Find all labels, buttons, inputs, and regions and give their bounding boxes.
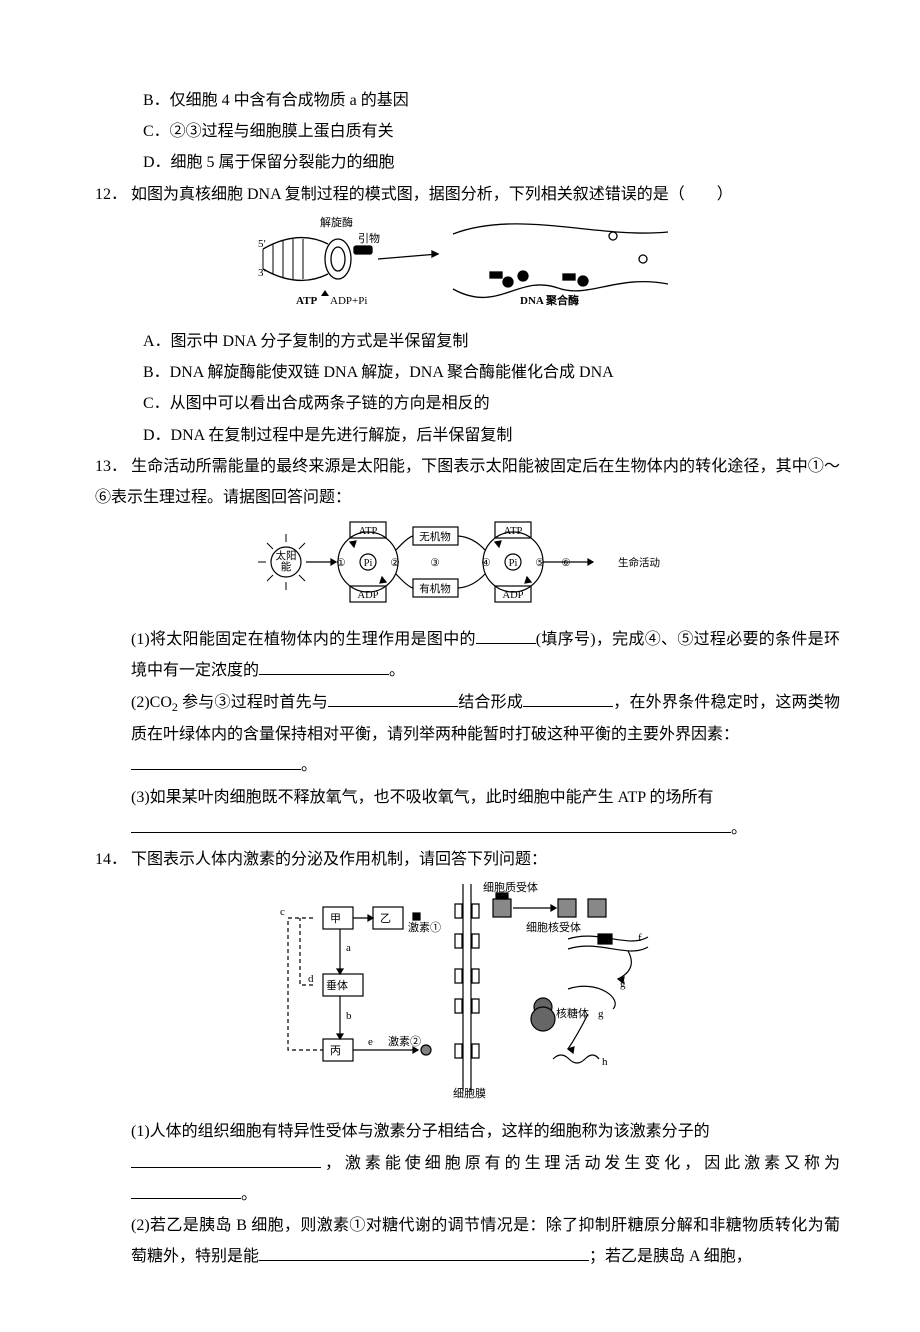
q14-p2-b: ；若乙是胰岛 A 细胞， <box>589 1248 752 1265</box>
fig12-label-helicase: 解旋酶 <box>320 215 353 229</box>
fig13-life: 生命活动 <box>618 556 660 569</box>
fig14-mem: 细胞膜 <box>453 1087 486 1099</box>
fig12-label-3: 3′ <box>258 267 266 279</box>
fig13-n4: ④ <box>481 557 491 569</box>
fig14-h2: 激素② <box>388 1034 421 1048</box>
q13-stem-text: 生命活动所需能量的最终来源是太阳能，下图表示太阳能被固定后在生物体内的转化途径，… <box>95 458 840 506</box>
q13-p3-blankline: 。 <box>95 813 840 844</box>
q12-stem: 12．如图为真核细胞 DNA 复制过程的模式图，据图分析，下列相关叙述错误的是（… <box>95 179 840 210</box>
fig13-atp2: ATP <box>503 526 522 537</box>
q13-p1-a: (1)将太阳能固定在植物体内的生理作用是图中的 <box>131 631 476 648</box>
q14-number: 14． <box>95 844 131 875</box>
fig14-g1: g <box>620 978 626 990</box>
q14-p1: (1)人体的组织细胞有特异性受体与激素分子相结合，这样的细胞称为该激素分子的 ，… <box>95 1116 840 1210</box>
fig13-adp2: ADP <box>502 590 523 601</box>
fig13-pi1: Pi <box>363 558 372 569</box>
q12-opt-c: C．从图中可以看出合成两条子链的方向是相反的 <box>95 388 840 419</box>
q13-p3-a: (3)如果某叶肉细胞既不释放氧气，也不吸收氧气，此时细胞中能产生 ATP 的场所… <box>131 789 714 806</box>
q12-opt-b: B．DNA 解旋酶能使双链 DNA 解旋，DNA 聚合酶能催化合成 DNA <box>95 357 840 388</box>
fig14-chui: 垂体 <box>326 978 348 992</box>
fig14-g2: g <box>598 1008 604 1020</box>
fig14-h1: 激素① <box>408 920 441 934</box>
fig14-ribo: 核糖体 <box>556 1006 589 1020</box>
fig14-e: e <box>368 1036 373 1048</box>
fig13-n3: ③ <box>430 557 440 569</box>
q14-stem: 14．下图表示人体内激素的分泌及作用机制，请回答下列问题： <box>95 844 840 875</box>
q14-p1-b: ，激素能使细胞原有的生理活动发生变化，因此激素又称为 <box>321 1155 840 1172</box>
fig12-label-poly: DNA 聚合酶 <box>520 293 579 307</box>
q14-p2: (2)若乙是胰岛 B 细胞，则激素①对糖代谢的调节情况是：除了抑制肝糖原分解和非… <box>95 1210 840 1272</box>
fig14-jia: 甲 <box>330 913 341 925</box>
fig13-inorg: 无机物 <box>419 530 451 543</box>
fig12-label-primer: 引物 <box>358 231 380 245</box>
q13-p2: (2)CO2 参与③过程时首先与结合形成，在外界条件稳定时，这两类物质在叶绿体内… <box>95 687 840 751</box>
prev-opt-c: C．②③过程与细胞膜上蛋白质有关 <box>95 116 840 147</box>
q13-number: 13． <box>95 451 131 482</box>
prev-opt-d: D．细胞 5 属于保留分裂能力的细胞 <box>95 147 840 178</box>
fig13-n2: ② <box>390 557 400 569</box>
blank <box>328 690 458 707</box>
q13-p2-b: 参与③过程时首先与 <box>178 694 328 711</box>
q13-figure: 太阳 能 ATP ADP ATP ADP Pi Pi 无机物 有机物 生命活动 … <box>95 517 840 618</box>
q13-p1: (1)将太阳能固定在植物体内的生理作用是图中的(填序号)，完成④、⑤过程必要的条… <box>95 624 840 686</box>
fig13-n5: ⑤ <box>535 557 545 569</box>
q13-p2-c: 结合形成 <box>458 694 523 711</box>
fig14-yi: 乙 <box>380 912 391 925</box>
fig14-nucr: 细胞核受体 <box>526 920 581 934</box>
q12-opt-d: D．DNA 在复制过程中是先进行解旋，后半保留复制 <box>95 420 840 451</box>
blank <box>131 753 301 770</box>
fig12-label-adp: ADP+Pi <box>330 295 367 307</box>
q13-p3: (3)如果某叶肉细胞既不释放氧气，也不吸收氧气，此时细胞中能产生 ATP 的场所… <box>95 782 840 813</box>
fig13-adp1: ADP <box>357 590 378 601</box>
fig13-sun2: 能 <box>280 560 291 573</box>
fig14-a: a <box>346 942 351 954</box>
q12-stem-text: 如图为真核细胞 DNA 复制过程的模式图，据图分析，下列相关叙述错误的是（ ） <box>131 186 733 203</box>
fig13-atp1: ATP <box>358 526 377 537</box>
fig12-label-atp: ATP <box>296 295 317 307</box>
q13-p2-blankline: 。 <box>95 750 840 781</box>
blank <box>131 1182 241 1199</box>
fig14-c: c <box>280 906 285 918</box>
prev-opt-b: B．仅细胞 4 中含有合成物质 a 的基因 <box>95 85 840 116</box>
fig13-pi2: Pi <box>508 558 517 569</box>
q13-stem: 13．生命活动所需能量的最终来源是太阳能，下图表示太阳能被固定后在生物体内的转化… <box>95 451 840 513</box>
period: 。 <box>389 662 405 679</box>
fig14-cytor: 细胞质受体 <box>483 880 538 894</box>
q12-opt-a: A．图示中 DNA 分子复制的方式是半保留复制 <box>95 326 840 357</box>
period: 。 <box>241 1186 257 1203</box>
period: 。 <box>301 757 317 774</box>
fig14-b: b <box>346 1010 352 1022</box>
blank <box>131 816 731 833</box>
fig14-f: f <box>638 932 642 944</box>
q14-stem-text: 下图表示人体内激素的分泌及作用机制，请回答下列问题： <box>131 851 547 868</box>
q12-figure: 解旋酶 引物 5′ 3′ ATP ADP+Pi DNA 聚合酶 <box>95 214 840 320</box>
q12-number: 12． <box>95 179 131 210</box>
blank <box>131 1151 321 1168</box>
fig13-n1: ① <box>336 557 346 569</box>
fig14-bing: 丙 <box>330 1045 341 1057</box>
blank <box>523 690 613 707</box>
period: 。 <box>731 820 747 837</box>
q14-figure: 甲 乙 垂体 丙 激素① 激素② 细胞质受体 细胞核受体 核糖体 细胞膜 a b… <box>95 879 840 1110</box>
q13-p2-a: (2)CO <box>131 694 172 711</box>
fig14-d: d <box>308 973 314 985</box>
fig12-label-5: 5′ <box>258 238 266 250</box>
blank <box>259 1244 589 1261</box>
q14-p1-a: (1)人体的组织细胞有特异性受体与激素分子相结合，这样的细胞称为该激素分子的 <box>131 1123 710 1140</box>
blank <box>476 627 536 644</box>
fig13-sun1: 太阳 <box>275 549 296 562</box>
fig14-h: h <box>602 1056 608 1068</box>
fig13-n6: ⑥ <box>561 557 571 569</box>
blank <box>259 658 389 675</box>
fig13-org: 有机物 <box>419 582 451 595</box>
